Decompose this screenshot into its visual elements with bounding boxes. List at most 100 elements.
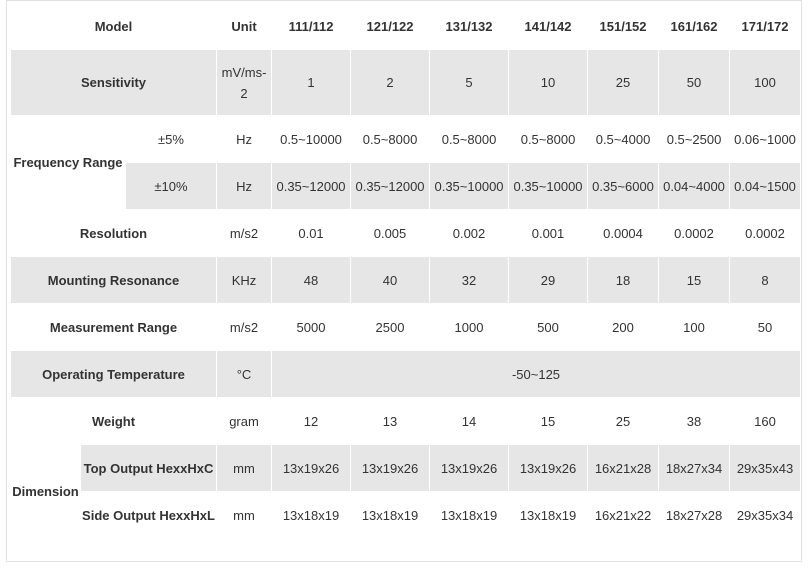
value-cell: 0.5~4000 — [587, 115, 660, 163]
value-cell: 13x18x19 — [508, 491, 589, 539]
value-cell: 13x18x19 — [350, 491, 431, 539]
resolution-row: Resolution m/s2 0.01 0.005 0.002 0.001 0… — [9, 209, 802, 257]
frequency-row-10: ±10% Hz 0.35~12000 0.35~12000 0.35~10000… — [11, 162, 802, 210]
weight-row: Weight gram 12 13 14 15 25 38 160 — [9, 397, 802, 445]
value-cell: 0.5~8000 — [429, 115, 510, 163]
spec-table: Model Unit 111/112 121/122 131/132 141/1… — [9, 2, 802, 539]
value-cell: 0.01 — [271, 209, 352, 257]
value-cell: 32 — [429, 256, 510, 304]
value-cell: 0.0002 — [729, 209, 802, 257]
value-cell: 13x19x26 — [429, 444, 510, 492]
value-cell: 12 — [271, 397, 352, 445]
unit-cell: °C — [216, 350, 273, 398]
value-cell: 2500 — [350, 303, 431, 351]
unit-cell: gram — [216, 397, 273, 445]
row-label: Sensitivity — [9, 49, 218, 116]
value-cell: 48 — [271, 256, 352, 304]
value-cell: 0.0002 — [658, 209, 731, 257]
unit-cell: mm — [216, 444, 273, 492]
value-cell: 8 — [729, 256, 802, 304]
model-col-header: 121/122 — [350, 2, 431, 50]
value-cell: 10 — [508, 49, 589, 116]
value-cell: 29x35x34 — [729, 491, 802, 539]
value-cell: 13x19x26 — [271, 444, 352, 492]
value-cell: 0.35~6000 — [587, 162, 660, 210]
value-cell: -50~125 — [271, 350, 802, 398]
unit-cell: Hz — [216, 115, 273, 163]
row-label: Frequency Range — [10, 115, 126, 210]
value-cell: 1000 — [429, 303, 510, 351]
unit-line: mV/ms- — [221, 64, 267, 80]
value-cell: 29x35x43 — [729, 444, 802, 492]
sub-label: Top Output HexxHxC — [79, 444, 218, 492]
value-cell: 0.04~4000 — [658, 162, 731, 210]
model-col-header: 171/172 — [729, 2, 802, 50]
operating-temperature-row: Operating Temperature °C -50~125 — [9, 350, 802, 398]
unit-line: 2 — [240, 85, 248, 101]
value-cell: 25 — [587, 397, 660, 445]
value-cell: 15 — [658, 256, 731, 304]
table-frame — [6, 0, 802, 562]
value-cell: 100 — [729, 49, 802, 116]
row-label: Measurement Range — [9, 303, 218, 351]
value-cell: 18 — [587, 256, 660, 304]
value-cell: 0.001 — [508, 209, 589, 257]
value-cell: 5000 — [271, 303, 352, 351]
value-cell: 29 — [508, 256, 589, 304]
value-cell: 0.0004 — [587, 209, 660, 257]
value-cell: 50 — [729, 303, 802, 351]
value-cell: 0.04~1500 — [729, 162, 802, 210]
value-cell: 15 — [508, 397, 589, 445]
row-label: Resolution — [9, 209, 218, 257]
value-cell: 1 — [271, 49, 352, 116]
value-cell: 0.35~12000 — [271, 162, 352, 210]
unit-cell: KHz — [216, 256, 273, 304]
mounting-resonance-row: Mounting Resonance KHz 48 40 32 29 18 15… — [9, 256, 802, 304]
value-cell: 13x19x26 — [350, 444, 431, 492]
model-col-header: 131/132 — [429, 2, 510, 50]
model-col-header: 111/112 — [271, 2, 352, 50]
value-cell: 25 — [587, 49, 660, 116]
value-cell: 50 — [658, 49, 731, 116]
value-cell: 16x21x28 — [587, 444, 660, 492]
sub-label: ±10% — [124, 162, 218, 210]
value-cell: 0.5~8000 — [508, 115, 589, 163]
value-cell: 5 — [429, 49, 510, 116]
value-cell: 40 — [350, 256, 431, 304]
value-cell: 100 — [658, 303, 731, 351]
unit-cell: mV/ms- 2 — [216, 49, 273, 116]
model-header: Model — [9, 2, 218, 50]
value-cell: 0.35~10000 — [508, 162, 589, 210]
model-col-header: 161/162 — [658, 2, 731, 50]
value-cell: 13x19x26 — [508, 444, 589, 492]
sub-label: ±5% — [124, 115, 218, 163]
value-cell: 0.005 — [350, 209, 431, 257]
value-cell: 13x18x19 — [429, 491, 510, 539]
model-col-header: 141/142 — [508, 2, 589, 50]
row-label: Dimension — [10, 444, 81, 539]
row-label: Operating Temperature — [9, 350, 218, 398]
sub-label: Side Output HexxHxL — [79, 491, 218, 539]
value-cell: 200 — [587, 303, 660, 351]
value-cell: 0.002 — [429, 209, 510, 257]
model-col-header: 151/152 — [587, 2, 660, 50]
value-cell: 16x21x22 — [587, 491, 660, 539]
frequency-row-5: Frequency Range ±5% Hz 0.5~10000 0.5~800… — [10, 115, 802, 210]
value-cell: 38 — [658, 397, 731, 445]
value-cell: 0.5~2500 — [658, 115, 731, 163]
row-label: Weight — [9, 397, 218, 445]
value-cell: 0.5~10000 — [271, 115, 352, 163]
measurement-range-row: Measurement Range m/s2 5000 2500 1000 50… — [9, 303, 802, 351]
unit-cell: mm — [216, 491, 273, 539]
value-cell: 0.5~8000 — [350, 115, 431, 163]
dimension-side-row: Side Output HexxHxL mm 13x18x19 13x18x19… — [11, 491, 802, 539]
value-cell: 0.35~10000 — [429, 162, 510, 210]
value-cell: 18x27x28 — [658, 491, 731, 539]
unit-cell: m/s2 — [216, 209, 273, 257]
value-cell: 13 — [350, 397, 431, 445]
unit-header: Unit — [216, 2, 273, 50]
dimension-top-row: Dimension Top Output HexxHxC mm 13x19x26… — [10, 444, 802, 539]
unit-cell: m/s2 — [216, 303, 273, 351]
header-row: Model Unit 111/112 121/122 131/132 141/1… — [9, 2, 802, 50]
value-cell: 0.35~12000 — [350, 162, 431, 210]
